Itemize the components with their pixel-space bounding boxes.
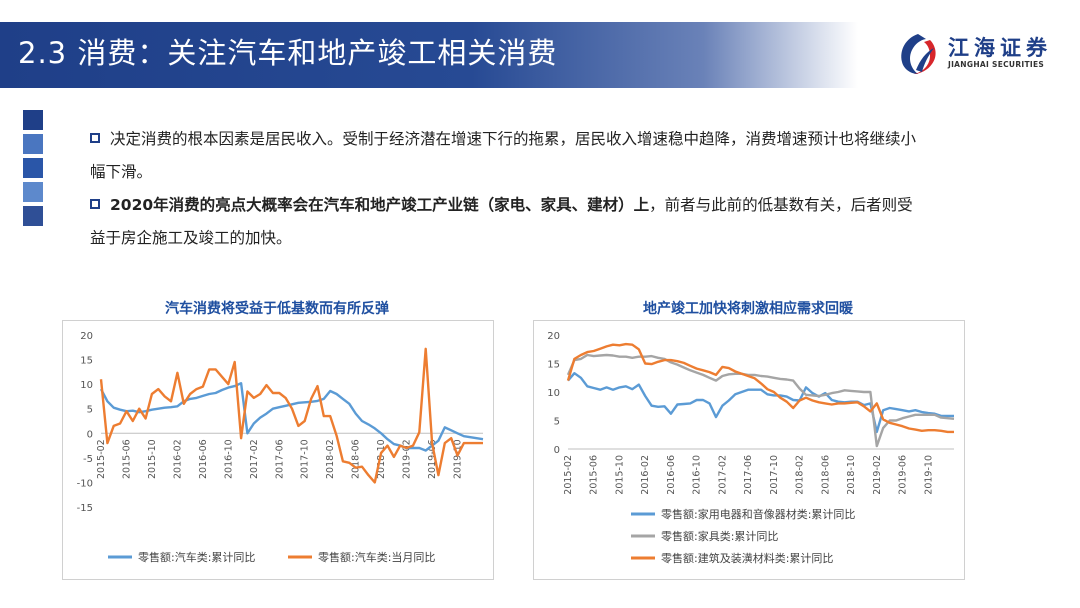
x-tick-label: 2015-02 — [563, 455, 574, 495]
title-bar — [0, 22, 858, 88]
x-tick-label: 2017-06 — [274, 439, 285, 479]
legend-label: 零售额:建筑及装潢材料类:累计同比 — [661, 551, 833, 565]
x-tick-label: 2015-06 — [589, 455, 600, 495]
company-logo — [901, 34, 936, 74]
chart-2: 0 5 10 15 20 2015-02 2015-06 2015-10 2016-02 2016… — [547, 331, 955, 565]
x-tick-label: 2015-10 — [614, 455, 625, 495]
series-line — [99, 347, 483, 484]
chart-1: -15 -10 -5 0 5 10 15 20 2015-02 2015-06 2015-10 201… — [77, 331, 484, 564]
x-tick-label: 2016-10 — [223, 439, 234, 479]
x-tick-label: 2017-02 — [717, 455, 728, 495]
x-tick-label: 2017-06 — [743, 455, 754, 495]
y-tick-label: 10 — [547, 388, 560, 399]
y-tick-label: 0 — [554, 445, 560, 456]
y-tick-label: -5 — [83, 454, 93, 465]
series-line — [567, 372, 954, 434]
chart-2-frame: 0 5 10 15 20 2015-02 2015-06 2015-10 2016-02 2016… — [533, 320, 965, 580]
legend-label: 零售额:家具类:累计同比 — [661, 529, 778, 543]
x-tick-label: 2019-06 — [427, 439, 438, 479]
bullet-text: 决定消费的根本因素是居民收入。受制于经济潜在增速下行的拖累，居民收入增速稳中趋降… — [90, 130, 917, 181]
y-tick-label: 15 — [547, 360, 560, 371]
x-tick-label: 2016-02 — [640, 455, 651, 495]
x-tick-label: 2017-10 — [300, 439, 311, 479]
y-tick-label: 0 — [87, 429, 93, 440]
x-tick-label: 2015-02 — [96, 439, 107, 479]
y-tick-label: -15 — [77, 503, 93, 514]
x-tick-label: 2018-02 — [795, 455, 806, 495]
x-tick-label: 2016-02 — [172, 439, 183, 479]
side-decoration — [23, 110, 43, 230]
x-tick-label: 2019-10 — [453, 439, 464, 479]
square-bullet-icon — [90, 133, 100, 143]
legend-label: 零售额:汽车类:累计同比 — [138, 550, 255, 564]
y-tick-label: 20 — [80, 331, 93, 342]
x-tick-label: 2017-02 — [249, 439, 260, 479]
x-tick-label: 2016-06 — [666, 455, 677, 495]
bullet-list: 决定消费的根本因素是居民收入。受制于经济潜在增速下行的拖累，居民收入增速稳中趋降… — [90, 123, 920, 255]
x-tick-label: 2019-06 — [898, 455, 909, 495]
bullet-item: 决定消费的根本因素是居民收入。受制于经济潜在增速下行的拖累，居民收入增速稳中趋降… — [90, 123, 920, 189]
x-tick-label: 2019-02 — [402, 439, 413, 479]
bullet-text: ，前者与此前的低基数有关，后者则受益于房企施工及竣工的加快。 — [90, 196, 913, 247]
y-tick-label: 10 — [80, 380, 93, 391]
y-tick-label: -10 — [77, 478, 93, 489]
square-bullet-icon — [90, 199, 100, 209]
x-tick-label: 2016-10 — [692, 455, 703, 495]
y-tick-label: 20 — [547, 331, 560, 342]
series-line — [99, 382, 484, 452]
y-tick-label: 5 — [87, 405, 93, 416]
bullet-item: 2020年消费的亮点大概率会在汽车和地产竣工产业链（家电、家具、建材）上，前者与… — [90, 189, 920, 255]
x-tick-label: 2018-06 — [351, 439, 362, 479]
logo-cn-text: 江海证券 — [948, 36, 1052, 60]
x-tick-label: 2018-10 — [376, 439, 387, 479]
series-line — [566, 353, 955, 448]
x-tick-label: 2015-10 — [147, 439, 158, 479]
y-tick-label: 15 — [80, 356, 93, 367]
y-tick-label: 5 — [554, 417, 560, 428]
x-tick-label: 2017-10 — [769, 455, 780, 495]
page-title: 2.3 消费：关注汽车和地产竣工相关消费 — [18, 36, 558, 70]
x-tick-label: 2015-06 — [121, 439, 132, 479]
chart-2-title: 地产竣工加快将刺激相应需求回暖 — [643, 301, 853, 317]
x-tick-label: 2019-10 — [923, 455, 934, 495]
chart-1-frame: -15 -10 -5 0 5 10 15 20 2015-02 2015-06 2015-10 201… — [62, 320, 494, 580]
x-tick-label: 2018-06 — [820, 455, 831, 495]
x-tick-label: 2016-06 — [198, 439, 209, 479]
legend-label: 零售额:家用电器和音像器材类:累计同比 — [661, 507, 855, 521]
x-tick-label: 2018-10 — [846, 455, 857, 495]
logo-mark-icon — [901, 34, 936, 74]
logo-en-text: JIANGHAI SECURITIES — [948, 60, 1045, 69]
x-tick-label: 2018-02 — [325, 439, 336, 479]
x-tick-label: 2019-02 — [872, 455, 883, 495]
series-line — [566, 342, 954, 434]
bullet-bold-text: 2020年消费的亮点大概率会在汽车和地产竣工产业链（家电、家具、建材）上 — [110, 196, 650, 214]
chart-1-title: 汽车消费将受益于低基数而有所反弹 — [165, 301, 389, 317]
legend-label: 零售额:汽车类:当月同比 — [318, 550, 435, 564]
